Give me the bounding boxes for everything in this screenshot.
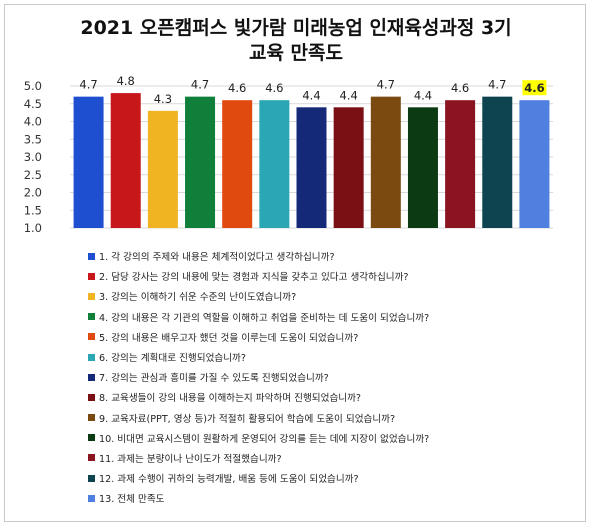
legend-item: 3. 강의는 이해하기 쉬운 수준의 난이도였습니까? <box>88 286 558 306</box>
legend-label: 6. 강의는 계획대로 진행되었습니까? <box>99 353 246 365</box>
bar <box>407 107 438 228</box>
legend-swatch <box>88 353 95 361</box>
bar <box>296 107 327 228</box>
bar <box>519 100 550 228</box>
data-label-highlight <box>522 80 547 96</box>
y-tick-label: 3.5 <box>24 132 42 146</box>
legend-swatch <box>88 373 95 381</box>
legend-item: 11. 과제는 분량이나 난이도가 적절했습니까? <box>88 448 558 468</box>
legend-item: 8. 교육생들이 강의 내용을 이해하는지 파악하며 진행되었습니까? <box>88 387 558 407</box>
legend-label: 10. 비대면 교육시스템이 원활하게 운영되어 강의를 듣는 데에 지장이 없… <box>99 433 430 445</box>
data-label: 4.6 <box>228 81 246 95</box>
y-tick-label: 5.0 <box>24 79 42 93</box>
y-tick-label: 4.0 <box>24 115 42 129</box>
data-label: 4.7 <box>377 78 395 92</box>
legend-item: 1. 각 강의의 주제와 내용은 체계적이었다고 생각하십니까? <box>88 246 558 266</box>
bar <box>333 107 364 228</box>
y-tick-label: 3.0 <box>24 150 42 164</box>
legend-item: 9. 교육자료(PPT, 영상 등)가 적절히 활용되어 학습에 도움이 되었습… <box>88 408 558 428</box>
legend-label: 11. 과제는 분량이나 난이도가 적절했습니까? <box>99 453 282 465</box>
bar <box>222 100 253 228</box>
bars <box>73 93 550 229</box>
legend-label: 5. 강의 내용은 배우고자 했던 것을 이루는데 도움이 되었습니까? <box>99 332 359 344</box>
bar <box>445 100 476 228</box>
legend-swatch <box>88 474 95 482</box>
data-label: 4.4 <box>414 88 432 102</box>
legend-swatch <box>88 313 95 321</box>
legend-swatch <box>88 252 95 260</box>
data-label: 4.7 <box>79 78 97 92</box>
data-label: 4.6 <box>265 81 283 95</box>
data-label: 4.4 <box>340 88 358 102</box>
data-label: 4.3 <box>154 92 172 106</box>
legend-swatch <box>88 292 95 300</box>
y-tick-label: 4.5 <box>24 97 42 111</box>
bar <box>73 96 104 229</box>
y-tick-label: 1.5 <box>24 203 42 217</box>
data-labels: 4.7 4.8 4.3 4.7 4.6 4.6 4.4 4.4 4.7 4.4 4.6 4.7 4.6 <box>79 74 547 106</box>
bar <box>110 93 141 228</box>
legend-swatch <box>88 414 95 422</box>
legend-item: 4. 강의 내용은 각 기관의 역할을 이해하고 취업을 준비하는 데 도움이 … <box>88 307 558 327</box>
legend-swatch <box>88 434 95 442</box>
legend-swatch <box>88 494 95 502</box>
bar <box>147 110 178 228</box>
legend-item: 6. 강의는 계획대로 진행되었습니까? <box>88 347 558 367</box>
data-label: 4.6 <box>451 81 469 95</box>
chart-frame <box>4 4 586 522</box>
legend-swatch <box>88 272 95 280</box>
legend-label: 3. 강의는 이해하기 쉬운 수준의 난이도였습니까? <box>99 292 297 304</box>
data-label: 4.6 <box>524 81 544 95</box>
legend-item: 7. 강의는 관심과 흥미를 가질 수 있도록 진행되었습니까? <box>88 367 558 387</box>
chart-title-line-2: 교육 만족도 <box>248 42 343 64</box>
data-label: 4.7 <box>191 78 209 92</box>
bar <box>185 96 216 229</box>
legend-label: 8. 교육생들이 강의 내용을 이해하는지 파악하며 진행되었습니까? <box>99 393 362 405</box>
bar <box>482 96 513 229</box>
chart-title: 2021 오픈캠퍼스 빛가람 미래농업 인재육성과정 3기 교육 만족도 <box>0 16 592 66</box>
legend-label: 7. 강의는 관심과 흥미를 가질 수 있도록 진행되었습니까? <box>99 373 329 385</box>
data-label: 4.4 <box>302 88 320 102</box>
legend: 1. 각 강의의 주제와 내용은 체계적이었다고 생각하십니까? 2. 담당 강사… <box>88 246 558 508</box>
bar <box>259 100 290 228</box>
y-tick-label: 2.5 <box>24 168 42 182</box>
legend-label: 13. 전체 만족도 <box>99 494 165 506</box>
legend-item: 13. 전체 만족도 <box>88 488 558 508</box>
chart-title-line-1: 2021 오픈캠퍼스 빛가람 미래농업 인재육성과정 3기 <box>80 17 512 39</box>
legend-item: 12. 과제 수행이 귀하의 능력개발, 배움 등에 도움이 되었습니까? <box>88 468 558 488</box>
legend-swatch <box>88 333 95 341</box>
legend-label: 2. 담당 강사는 강의 내용에 맞는 경험과 지식을 갖추고 있다고 생각하십… <box>99 272 409 284</box>
data-label: 4.7 <box>488 78 506 92</box>
legend-item: 5. 강의 내용은 배우고자 했던 것을 이루는데 도움이 되었습니까? <box>88 327 558 347</box>
bar <box>370 96 401 229</box>
legend-swatch <box>88 393 95 401</box>
legend-item: 10. 비대면 교육시스템이 원활하게 운영되어 강의를 듣는 데에 지장이 없… <box>88 428 558 448</box>
y-tick-label: 2.0 <box>24 186 42 200</box>
y-tick-label: 1.0 <box>24 221 42 235</box>
legend-label: 9. 교육자료(PPT, 영상 등)가 적절히 활용되어 학습에 도움이 되었습… <box>99 413 396 425</box>
y-axis-ticks: 5.0 4.5 4.0 3.5 3.0 2.5 2.0 1.5 1.0 <box>24 79 42 235</box>
legend-label: 1. 각 강의의 주제와 내용은 체계적이었다고 생각하십니까? <box>99 252 335 264</box>
legend-swatch <box>88 454 95 462</box>
legend-item: 2. 담당 강사는 강의 내용에 맞는 경험과 지식을 갖추고 있다고 생각하십… <box>88 266 558 286</box>
legend-label: 12. 과제 수행이 귀하의 능력개발, 배움 등에 도움이 되었습니까? <box>99 474 359 486</box>
data-label: 4.8 <box>117 74 135 88</box>
legend-label: 4. 강의 내용은 각 기관의 역할을 이해하고 취업을 준비하는 데 도움이 … <box>99 312 430 324</box>
